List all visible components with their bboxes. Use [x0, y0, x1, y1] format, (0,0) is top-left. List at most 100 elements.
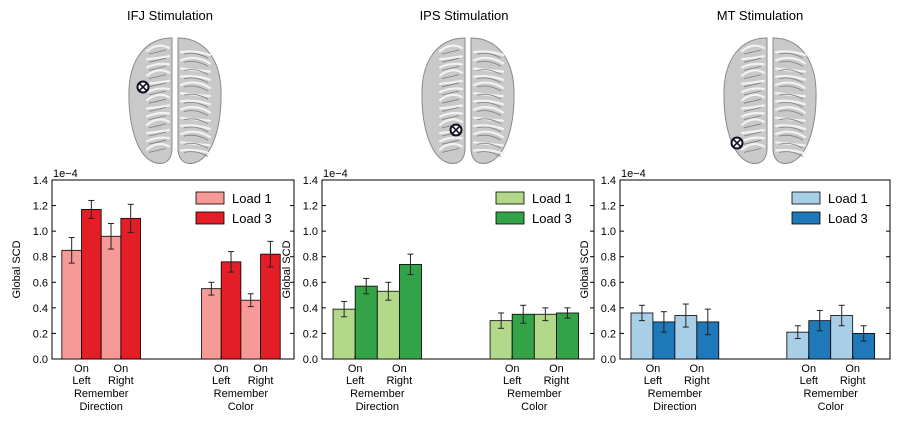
y-tick-label: 0.0	[33, 354, 48, 366]
bar	[398, 263, 422, 360]
x-subgroup-label: Right	[684, 375, 710, 387]
y-tick-label: 0.2	[601, 328, 616, 340]
y-tick-label: 0.8	[601, 252, 616, 264]
legend-label: Load 3	[532, 211, 572, 226]
x-group-label: Direction	[653, 401, 696, 413]
x-group-label: Remember	[648, 388, 703, 400]
x-subgroup-label: On	[392, 363, 407, 375]
bar	[376, 290, 400, 360]
x-subgroup-label: Right	[544, 375, 570, 387]
y-tick-label: 0.0	[601, 354, 616, 366]
x-group-label: Remember	[214, 388, 269, 400]
x-subgroup-label: Right	[840, 375, 866, 387]
x-subgroup-label: On	[74, 363, 89, 375]
cross-circle-icon	[136, 80, 150, 94]
bar	[120, 217, 141, 360]
y-tick-label: 1.4	[33, 175, 48, 187]
legend-swatch	[495, 191, 525, 205]
bar	[556, 312, 579, 360]
brain-image	[128, 37, 222, 164]
bar	[240, 299, 261, 360]
cross-circle-icon	[449, 123, 463, 137]
chart-title: MT Stimulation	[717, 8, 803, 23]
legend-swatch	[791, 211, 821, 225]
y-tick-label: 1.0	[303, 226, 318, 238]
bar	[81, 209, 102, 360]
x-subgroup-label: On	[114, 363, 129, 375]
y-tick-label: 1.0	[33, 226, 48, 238]
chart-panel-1: IFJ Stimulation 0.0 0.2 0.4 0.6 0.8 1.0 1.2 1.4 1…	[11, 8, 295, 413]
y-axis-label: Global SCD	[579, 240, 591, 298]
y-multiplier: 1e−4	[323, 168, 348, 180]
brain-image	[723, 37, 817, 164]
x-subgroup-label: Left	[212, 375, 230, 387]
x-group-label: Direction	[356, 401, 399, 413]
y-tick-label: 0.4	[601, 303, 616, 315]
x-subgroup-label: On	[646, 363, 661, 375]
y-axis-label: Global SCD	[281, 240, 293, 298]
x-subgroup-label: On	[348, 363, 363, 375]
x-subgroup-label: Right	[108, 375, 134, 387]
x-subgroup-label: Left	[644, 375, 662, 387]
bar	[201, 288, 222, 360]
bar	[220, 261, 242, 360]
bar	[260, 253, 281, 360]
chart-panel-3: MT Stimulation 0.0 0.2 0.4 0.6 0.8 1.0 1.2 1.4 1e…	[579, 8, 891, 413]
plot-frame	[321, 179, 595, 360]
y-tick-label: 1.2	[33, 201, 48, 213]
x-subgroup-label: On	[689, 363, 704, 375]
x-group-label: Remember	[350, 388, 405, 400]
x-group-label: Color	[818, 401, 845, 413]
x-subgroup-label: On	[549, 363, 564, 375]
x-group-label: Remember	[804, 388, 859, 400]
bar	[61, 249, 82, 360]
x-subgroup-label: Right	[387, 375, 413, 387]
bar	[354, 285, 378, 360]
y-tick-label: 0.6	[601, 277, 616, 289]
y-tick-label: 0.8	[303, 252, 318, 264]
legend-swatch	[495, 211, 525, 225]
legend-label: Load 3	[232, 211, 272, 226]
bar	[100, 235, 122, 360]
x-subgroup-label: Right	[248, 375, 274, 387]
chart-title: IPS Stimulation	[420, 8, 509, 23]
legend-swatch	[791, 191, 821, 205]
y-tick-label: 0.0	[303, 354, 318, 366]
x-group-label: Remember	[74, 388, 129, 400]
legend-label: Load 1	[232, 191, 272, 206]
x-group-label: Color	[228, 401, 255, 413]
x-group-label: Color	[521, 401, 548, 413]
y-tick-label: 0.2	[33, 328, 48, 340]
y-tick-label: 1.4	[601, 175, 616, 187]
y-multiplier: 1e−4	[621, 168, 646, 180]
y-tick-label: 1.4	[303, 175, 318, 187]
cross-circle-icon	[730, 136, 744, 150]
y-tick-label: 0.6	[303, 277, 318, 289]
y-tick-label: 0.4	[303, 303, 318, 315]
y-tick-label: 0.8	[33, 252, 48, 264]
x-subgroup-label: Left	[800, 375, 818, 387]
x-subgroup-label: Left	[346, 375, 364, 387]
x-subgroup-label: On	[214, 363, 229, 375]
x-subgroup-label: Left	[72, 375, 90, 387]
x-subgroup-label: Left	[503, 375, 521, 387]
x-group-label: Direction	[79, 401, 122, 413]
legend-label: Load 1	[532, 191, 572, 206]
legend-label: Load 3	[828, 211, 868, 226]
x-subgroup-label: On	[845, 363, 860, 375]
x-subgroup-label: On	[505, 363, 520, 375]
y-tick-label: 1.2	[601, 201, 616, 213]
y-multiplier: 1e−4	[53, 168, 78, 180]
y-tick-label: 0.6	[33, 277, 48, 289]
x-subgroup-label: On	[801, 363, 816, 375]
chart-title: IFJ Stimulation	[127, 8, 213, 23]
y-tick-label: 1.2	[303, 201, 318, 213]
chart-panel-2: IPS Stimulation 0.0 0.2 0.4 0.6 0.8 1.0 1.2 1.4 1…	[281, 8, 595, 413]
legend-swatch	[195, 191, 225, 205]
y-tick-label: 0.4	[33, 303, 48, 315]
y-tick-label: 0.2	[303, 328, 318, 340]
y-axis-label: Global SCD	[11, 240, 23, 298]
brain-image	[421, 37, 515, 164]
plot-frame	[619, 179, 891, 360]
